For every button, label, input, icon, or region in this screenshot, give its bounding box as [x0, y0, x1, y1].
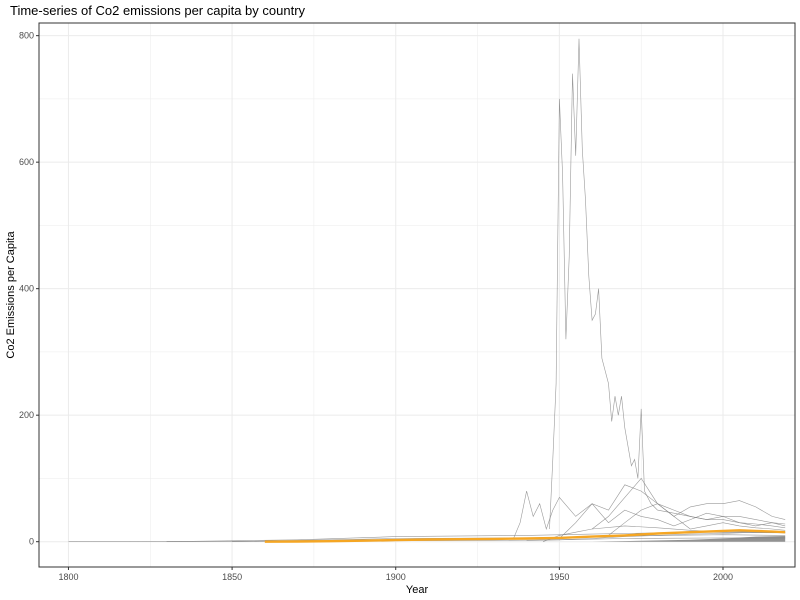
series-lines	[68, 38, 786, 543]
dense-series-band	[592, 536, 786, 542]
y-tick-label: 600	[19, 157, 34, 167]
x-axis-title: Year	[406, 584, 429, 596]
y-tick-label: 400	[19, 284, 34, 294]
background-series-line	[513, 491, 786, 539]
y-tick-label: 200	[19, 410, 34, 420]
x-tick-label: 2000	[713, 572, 733, 582]
x-tick-label: 1850	[222, 572, 242, 582]
y-tick-label: 0	[29, 537, 34, 547]
x-tick-label: 1900	[386, 572, 406, 582]
panel-border	[38, 22, 796, 568]
background-series-line	[526, 531, 786, 541]
background-series-line	[542, 525, 786, 542]
highlight-series-line	[264, 529, 786, 543]
x-tick-label: 1950	[549, 572, 569, 582]
x-tick-label: 1800	[58, 572, 78, 582]
grid-lines	[39, 23, 795, 567]
y-axis-title: Co2 Emissions per Capita	[5, 231, 17, 359]
axis-ticks: 1800 1850 1900 1950 2000 0 200 400 600 800	[19, 31, 733, 582]
chart-title: Time-series of Co2 emissions per capita …	[10, 3, 306, 18]
background-series-line	[591, 477, 786, 530]
background-series-line	[608, 503, 786, 536]
y-tick-label: 800	[19, 31, 34, 41]
background-series-line	[549, 38, 786, 530]
